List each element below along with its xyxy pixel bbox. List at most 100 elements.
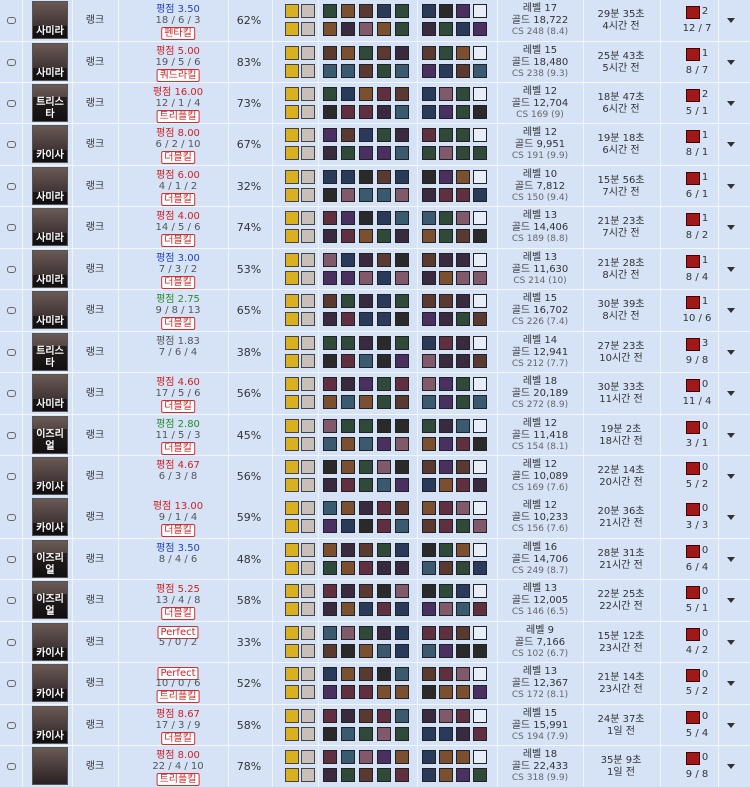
participant-icon	[341, 726, 355, 741]
expand-button[interactable]	[727, 100, 735, 106]
item-icon	[473, 726, 487, 741]
rating: 평점 16.00	[152, 86, 204, 98]
participant-icon	[323, 685, 337, 700]
expand-button[interactable]	[727, 556, 735, 562]
rune-icon	[301, 294, 315, 309]
participant-icon	[341, 377, 355, 392]
column-separator	[417, 0, 418, 41]
item-icon	[422, 377, 436, 392]
item-icon	[439, 45, 453, 60]
kill-participation: 53%	[236, 262, 262, 276]
participant-icon	[323, 229, 337, 244]
column-separator	[118, 207, 119, 248]
game-duration: 21분 28초	[597, 257, 645, 269]
column-separator	[22, 82, 23, 124]
column-separator	[72, 373, 73, 414]
item-icon	[456, 146, 470, 161]
champion-portrait: 이즈리얼	[32, 539, 68, 578]
item-icon	[456, 128, 470, 143]
column-separator	[228, 538, 229, 580]
expand-button[interactable]	[727, 432, 735, 438]
played-ago: 1일 전	[607, 725, 635, 737]
champion-portrait: 트리스타	[32, 332, 68, 371]
expand-button[interactable]	[727, 225, 735, 231]
multikill-badge: 더블킬	[161, 234, 195, 248]
participant-icon	[377, 4, 391, 18]
creep-score: CS 212 (7.7)	[511, 358, 569, 369]
column-separator	[228, 373, 229, 414]
ward-score: 6 / 4	[685, 561, 709, 573]
column-separator	[660, 497, 661, 538]
column-separator	[272, 0, 273, 41]
champion-name: 카이사	[33, 523, 67, 536]
ward-score: 5 / 1	[685, 603, 709, 615]
champion-name: 사미라	[33, 26, 67, 38]
column-separator	[228, 414, 229, 455]
participant-icon	[359, 643, 373, 658]
expand-button[interactable]	[727, 515, 735, 521]
participant-icon	[341, 211, 355, 226]
expand-button[interactable]	[727, 639, 735, 645]
participant-icon	[341, 104, 355, 119]
queue-type: 랭크	[85, 97, 105, 109]
spell-icon	[285, 436, 299, 451]
item-icon	[473, 519, 487, 534]
column-separator	[118, 704, 119, 746]
participant-icon	[395, 252, 409, 267]
expand-button[interactable]	[727, 266, 735, 272]
participant-icon	[323, 602, 337, 617]
played-ago: 18시간 전	[599, 435, 643, 447]
expand-button[interactable]	[727, 142, 735, 148]
item-icon	[422, 519, 436, 534]
expand-button[interactable]	[727, 764, 735, 770]
expand-button[interactable]	[727, 391, 735, 397]
expand-button[interactable]	[727, 183, 735, 189]
item-icon	[473, 768, 487, 783]
item-icon	[456, 478, 470, 492]
column-separator	[272, 124, 273, 165]
item-icon	[422, 312, 436, 327]
participant-icon	[341, 63, 355, 78]
participant-icon	[341, 187, 355, 202]
participant-icon	[341, 86, 355, 101]
ward-score: 5 / 1	[685, 105, 709, 117]
expand-button[interactable]	[727, 474, 735, 479]
queue-type: 랭크	[85, 512, 105, 524]
expand-button[interactable]	[727, 18, 735, 23]
column-separator	[118, 82, 119, 124]
item-icon	[422, 560, 436, 575]
column-separator	[497, 704, 498, 746]
column-separator	[718, 621, 719, 663]
expand-button[interactable]	[727, 722, 735, 728]
game-duration: 18분 47초	[597, 91, 645, 103]
kill-participation: 83%	[236, 55, 262, 69]
gold: 골드 14,406	[511, 222, 569, 234]
item-icon	[439, 436, 453, 451]
expand-button[interactable]	[727, 308, 735, 314]
column-separator	[583, 0, 584, 41]
item-icon	[422, 685, 436, 700]
item-icon	[473, 418, 487, 433]
gold: 골드 15,991	[511, 719, 569, 731]
match-row: 이즈리얼 랭크 평점 5.25 13 / 4 / 8 더블킬 58% 레벨 13 골드 12,…	[0, 580, 750, 622]
expand-button[interactable]	[727, 349, 735, 355]
expand-button[interactable]	[727, 681, 735, 687]
expand-button[interactable]	[727, 59, 735, 65]
expand-button[interactable]	[727, 598, 735, 604]
participant-icon	[341, 560, 355, 575]
column-separator	[718, 538, 719, 580]
game-duration: 22분 25초	[597, 589, 645, 601]
spell-icon	[285, 750, 299, 765]
ward-icon	[686, 254, 700, 268]
champion-portrait: 사미라	[32, 1, 68, 39]
multikill-badge: 더블킬	[161, 400, 195, 414]
level: 레벨 12	[522, 417, 558, 429]
rating: 평점 4.60	[156, 377, 200, 389]
level: 레벨 10	[522, 168, 558, 180]
creep-score: CS 154 (8.1)	[511, 441, 569, 452]
ward-score: 9 / 8	[685, 354, 709, 366]
spell-icon	[285, 643, 299, 658]
participant-icon	[341, 478, 355, 492]
champion-portrait: 사미라	[32, 208, 68, 247]
